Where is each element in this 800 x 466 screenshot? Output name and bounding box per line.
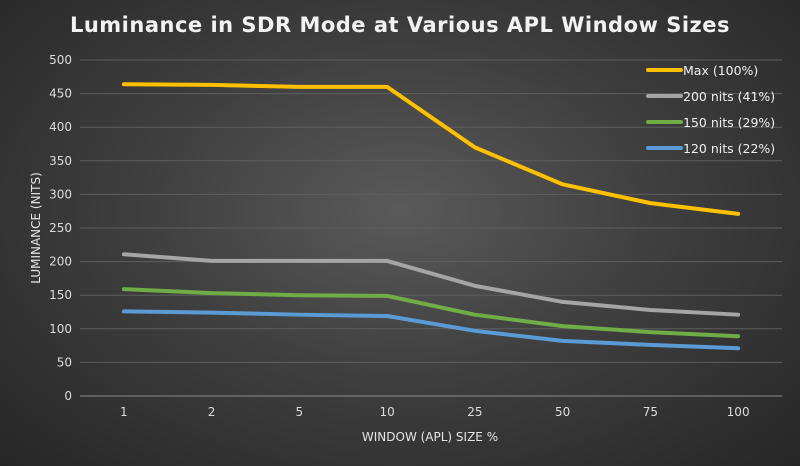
series-line — [121, 309, 741, 351]
y-tick-label: 300 — [49, 187, 72, 201]
series-line — [121, 252, 741, 317]
x-tick-label: 50 — [555, 405, 570, 419]
legend-label: Max (100%) — [683, 63, 758, 78]
legend-label: 150 nits (29%) — [683, 115, 775, 130]
y-tick-label: 500 — [49, 53, 72, 67]
x-tick-label: 5 — [296, 405, 304, 419]
y-tick-label: 250 — [49, 221, 72, 235]
y-tick-label: 100 — [49, 322, 72, 336]
y-tick-label: 200 — [49, 255, 72, 269]
x-tick-label: 2 — [208, 405, 216, 419]
y-tick-label: 400 — [49, 120, 72, 134]
x-tick-label: 25 — [467, 405, 482, 419]
y-tick-label: 150 — [49, 288, 72, 302]
x-tick-label: 10 — [379, 405, 394, 419]
x-tick-label: 100 — [727, 405, 750, 419]
series-line — [121, 82, 741, 216]
x-tick-label: 75 — [643, 405, 658, 419]
y-tick-label: 350 — [49, 154, 72, 168]
chart-title: Luminance in SDR Mode at Various APL Win… — [70, 13, 730, 37]
series-line — [121, 287, 741, 339]
y-tick-label: 450 — [49, 87, 72, 101]
y-tick-labels: 0 50 100 150 200 250 300 350 400 450 500 — [49, 53, 72, 403]
legend: Max (100%) 200 nits (41%) 150 nits (29%) 12… — [646, 63, 775, 156]
y-tick-label: 50 — [57, 355, 72, 369]
y-axis-label: LUMINANCE (NITS) — [29, 172, 43, 284]
legend-label: 120 nits (22%) — [683, 141, 775, 156]
series-lines — [121, 82, 741, 351]
gridlines — [80, 59, 782, 397]
x-axis-label: WINDOW (APL) SIZE % — [362, 430, 498, 444]
x-tick-labels: 1 2 5 10 25 50 75 100 — [120, 405, 750, 419]
x-tick-label: 1 — [120, 405, 128, 419]
y-tick-label: 0 — [64, 389, 72, 403]
legend-label: 200 nits (41%) — [683, 89, 775, 104]
